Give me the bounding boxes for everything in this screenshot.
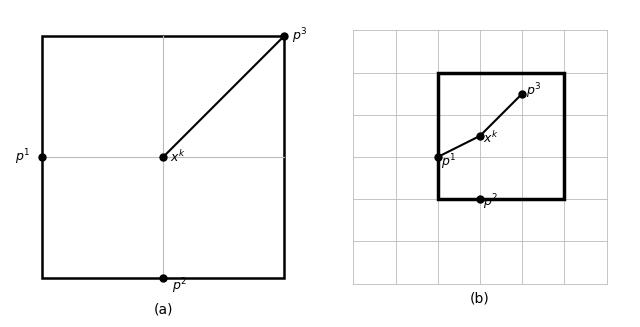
Text: (a): (a): [154, 302, 173, 316]
Text: $p^3$: $p^3$: [292, 26, 307, 46]
Text: $p^2$: $p^2$: [172, 277, 187, 296]
Text: (b): (b): [470, 292, 490, 306]
Text: $x^k$: $x^k$: [170, 149, 186, 165]
Text: $p^1$: $p^1$: [441, 152, 456, 172]
Text: $p^2$: $p^2$: [483, 193, 499, 212]
Text: $p^3$: $p^3$: [525, 82, 541, 101]
Text: $x^k$: $x^k$: [483, 130, 499, 146]
Text: $p^1$: $p^1$: [15, 147, 31, 167]
Bar: [438, 73, 564, 199]
